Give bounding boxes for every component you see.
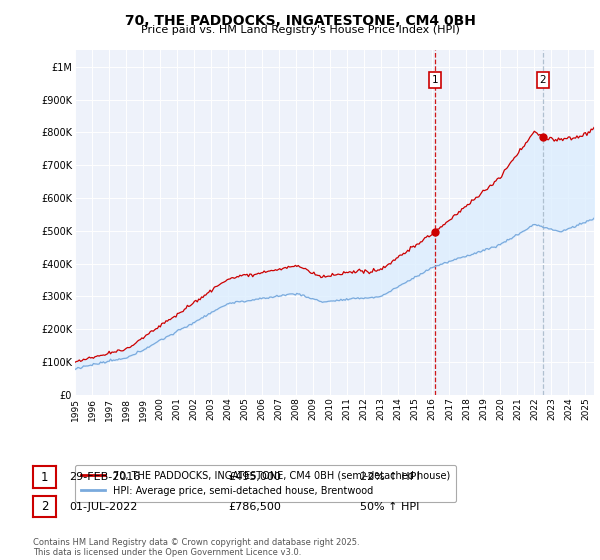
Text: 1: 1 xyxy=(41,470,48,484)
Text: 22% ↑ HPI: 22% ↑ HPI xyxy=(360,472,419,482)
Text: 29-FEB-2016: 29-FEB-2016 xyxy=(69,472,140,482)
Text: 2: 2 xyxy=(539,75,546,85)
Text: 50% ↑ HPI: 50% ↑ HPI xyxy=(360,502,419,512)
Text: £495,000: £495,000 xyxy=(228,472,281,482)
Text: Price paid vs. HM Land Registry's House Price Index (HPI): Price paid vs. HM Land Registry's House … xyxy=(140,25,460,35)
Text: Contains HM Land Registry data © Crown copyright and database right 2025.
This d: Contains HM Land Registry data © Crown c… xyxy=(33,538,359,557)
Text: 01-JUL-2022: 01-JUL-2022 xyxy=(69,502,137,512)
Text: £786,500: £786,500 xyxy=(228,502,281,512)
Text: 1: 1 xyxy=(432,75,439,85)
Legend: 70, THE PADDOCKS, INGATESTONE, CM4 0BH (semi-detached house), HPI: Average price: 70, THE PADDOCKS, INGATESTONE, CM4 0BH (… xyxy=(74,465,455,502)
Text: 70, THE PADDOCKS, INGATESTONE, CM4 0BH: 70, THE PADDOCKS, INGATESTONE, CM4 0BH xyxy=(125,14,475,28)
Text: 2: 2 xyxy=(41,500,48,514)
